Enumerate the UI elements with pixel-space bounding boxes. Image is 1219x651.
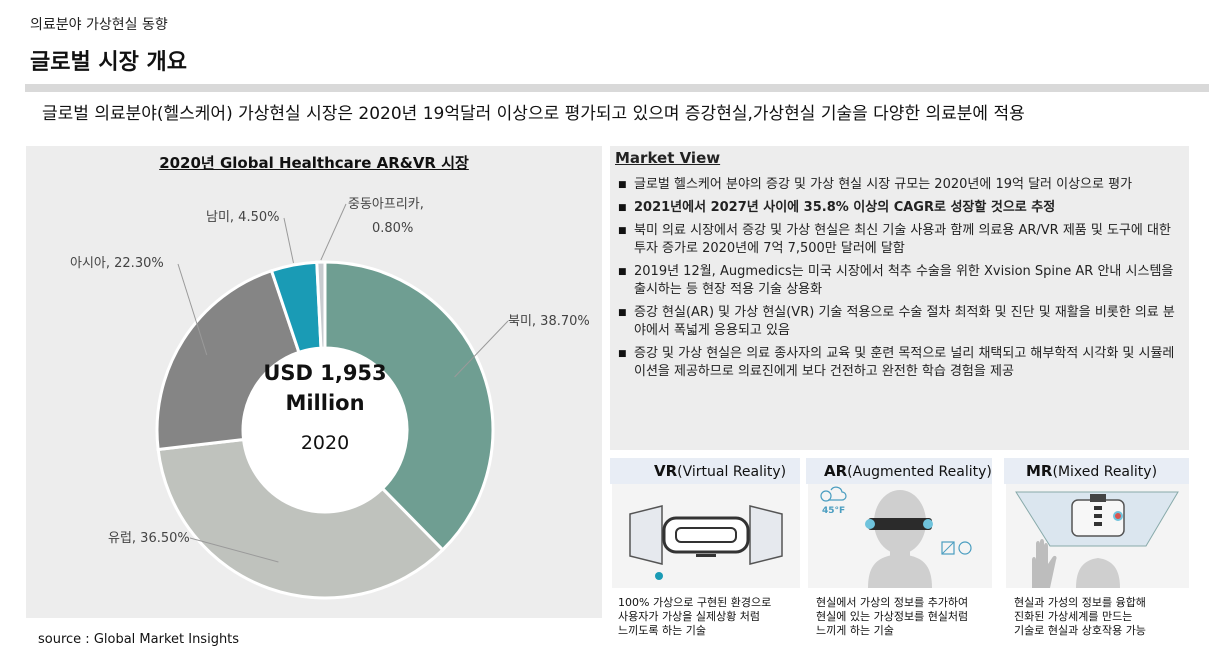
center-label: USD 1,953 Million — [242, 358, 408, 418]
center-value: USD 1,953 — [263, 361, 387, 385]
summary-text: 글로벌 의료분야(헬스케어) 가상현실 시장은 2020년 19억달러 이상으로… — [42, 104, 1025, 124]
slice-label-1: 유럽, 36.50% — [108, 531, 190, 546]
vr-desc-line: 느끼도록 하는 기술 — [618, 624, 706, 637]
center-unit: Million — [285, 391, 365, 415]
market-view-item: 증강 및 가상 현실은 의료 종사자의 교육 및 훈련 목적으로 널리 채택되고… — [618, 345, 1178, 381]
vr-description: 100% 가상으로 구현된 환경으로 사용자가 가상을 실제상황 처럼 느끼도록… — [618, 596, 798, 638]
center-year: 2020 — [300, 432, 350, 454]
breadcrumb: 의료분야 가상현실 동향 — [30, 17, 168, 33]
ar-abbr: AR — [824, 462, 848, 480]
ar-temperature: 45°F — [822, 506, 846, 516]
market-view-item: 2021년에서 2027년 사이에 35.8% 이상의 CAGR로 성장할 것으… — [618, 199, 1178, 217]
mr-illustration — [1006, 484, 1189, 588]
market-view-panel: Market View 글로벌 헬스케어 분야의 증강 및 가상 현실 시장 규… — [610, 146, 1189, 450]
ar-illustration: 45°F — [808, 484, 992, 588]
mr-desc-line: 진화된 가상세계를 만드는 — [1014, 610, 1133, 623]
donut-chart: 북미, 38.70% 유럽, 36.50% 아시아, 22.30% 남미, 4.50%… — [70, 197, 590, 600]
market-view-item: 증강 현실(AR) 및 가상 현실(VR) 기술 적용으로 수술 절차 최적화 … — [618, 304, 1178, 340]
leader-line-4 — [320, 203, 347, 261]
donut-hole — [243, 348, 407, 512]
slice-label-4: 중동아프리카, — [348, 197, 424, 212]
market-view-list: 글로벌 헬스케어 분야의 증강 및 가상 현실 시장 규모는 2020년에 19… — [618, 176, 1178, 386]
mr-abbr: MR — [1026, 462, 1053, 480]
mr-headset-icon — [1015, 491, 1179, 588]
ar-description: 현실에서 가상의 정보를 추가하여 현실에 있는 가상정보를 현실처럼 느끼게 … — [816, 596, 996, 638]
mr-description: 현실과 가성의 정보를 융합해 진화된 가상세계를 만드는 기술로 현실과 상호… — [1014, 596, 1194, 638]
vr-headset-illustration — [612, 484, 800, 588]
leader-line-1 — [189, 537, 279, 563]
title-divider — [25, 84, 1209, 92]
market-view-item: 글로벌 헬스케어 분야의 증강 및 가상 현실 시장 규모는 2020년에 19… — [618, 176, 1178, 194]
ar-desc-line: 현실에서 가상의 정보를 추가하여 — [816, 596, 969, 609]
vr-header: VR(Virtual Reality) — [610, 458, 800, 484]
vr-desc-line: 100% 가상으로 구현된 환경으로 — [618, 596, 772, 609]
source-note: source : Global Market Insights — [38, 632, 240, 647]
ar-full: (Augmented Reality) — [847, 464, 992, 480]
slice-label-3: 남미, 4.50% — [206, 210, 279, 225]
ar-desc-line: 느끼게 하는 기술 — [816, 624, 894, 637]
mr-full: (Mixed Reality) — [1052, 464, 1158, 480]
chart-title: 2020년 Global Healthcare AR&VR 시장 — [159, 154, 469, 172]
vr-abbr: VR — [654, 462, 678, 480]
slice-label-2: 아시아, 22.30% — [70, 256, 164, 271]
pie-slice-1 — [156, 437, 445, 600]
market-view-item: 2019년 12월, Augmedics는 미국 시장에서 척추 수술을 위한 … — [618, 263, 1178, 299]
leader-line-3 — [283, 217, 294, 264]
reality-types: VR(Virtual Reality) 100% 가상으로 구현된 환경으로 사… — [610, 458, 1189, 648]
leader-line-0 — [454, 320, 509, 378]
vr-desc-line: 사용자가 가상을 실제상황 처럼 — [618, 610, 761, 623]
slice-label-0: 북미, 38.70% — [508, 314, 590, 329]
vr-headset-icon — [629, 505, 783, 580]
mr-desc-line: 현실과 가성의 정보를 융합해 — [1014, 596, 1146, 609]
chart-panel: 2020년 Global Healthcare AR&VR 시장 북미, 38.… — [26, 146, 602, 618]
ar-desc-line: 현실에 있는 가상정보를 현실처럼 — [816, 610, 969, 623]
mr-desc-line: 기술로 현실과 상호작용 가능 — [1014, 624, 1146, 637]
ar-glasses-icon — [820, 486, 972, 588]
market-view-item: 북미 의료 시장에서 증강 및 가상 현실은 최신 기술 사용과 함께 의료용 … — [618, 222, 1178, 258]
leader-line-2 — [177, 263, 208, 356]
ar-header: AR(Augmented Reality) — [806, 458, 992, 484]
market-view-title: Market View — [615, 149, 721, 167]
page-title: 글로벌 시장 개요 — [30, 50, 187, 75]
mr-header: MR(Mixed Reality) — [1004, 458, 1189, 484]
slice-value-4: 0.80% — [372, 221, 413, 236]
vr-full: (Virtual Reality) — [677, 464, 787, 480]
